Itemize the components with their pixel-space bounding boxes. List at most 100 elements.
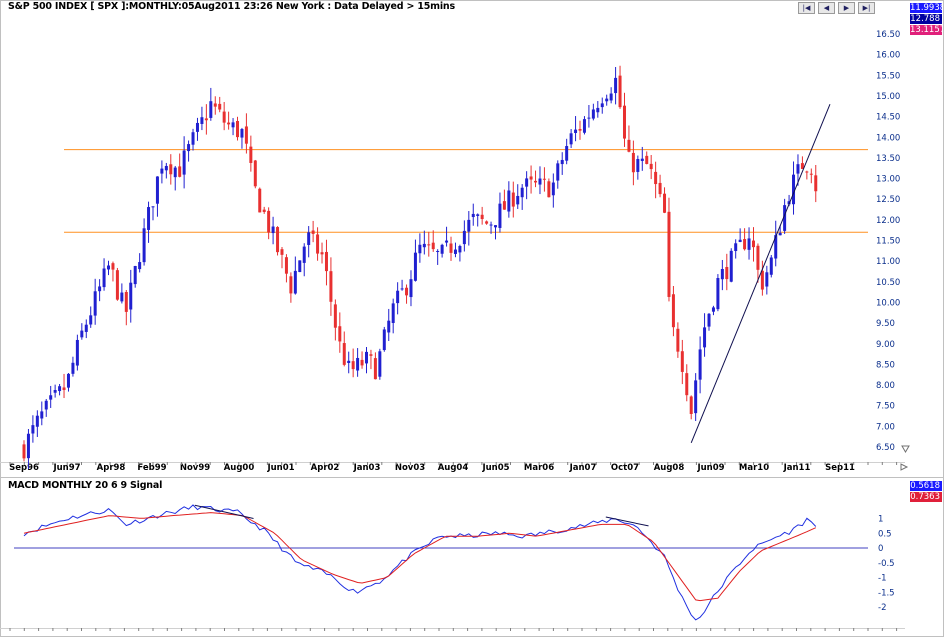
candle-body: [476, 214, 480, 216]
date-tick-label: Oct07: [611, 463, 639, 473]
candle-body: [373, 358, 377, 380]
candle-body: [671, 294, 675, 328]
candle-body: [485, 221, 489, 224]
candle-body: [40, 411, 44, 419]
date-tick-label: Jun01: [266, 463, 294, 473]
candle-body: [614, 77, 618, 94]
candle-body: [436, 250, 440, 252]
price-tick-label: 16.50: [876, 30, 900, 40]
candle-body: [694, 380, 698, 414]
date-tick-label: Jun09: [696, 463, 724, 473]
candle-body: [778, 232, 782, 236]
candle-body: [133, 266, 137, 285]
candle-body: [680, 351, 684, 372]
candle-body: [676, 328, 680, 352]
date-tick-label: Aug04: [438, 463, 469, 473]
candle-body: [316, 234, 320, 254]
candle-body: [204, 118, 208, 121]
candle-body: [307, 232, 311, 245]
candle-body: [520, 187, 524, 198]
candle-body: [62, 387, 66, 390]
candle-body: [351, 361, 355, 370]
macd-tag-0: 0.5618: [910, 481, 942, 491]
candle-body: [805, 171, 809, 173]
candle-body: [458, 246, 462, 253]
nav-next-button[interactable]: ▶: [838, 2, 855, 14]
candle-body: [534, 180, 538, 183]
candle-body: [93, 291, 97, 316]
candle-body: [498, 203, 502, 228]
candle-body: [240, 129, 244, 138]
candle-body: [218, 103, 222, 110]
candle-body: [418, 244, 422, 254]
macd-tick-label: 0: [878, 544, 883, 554]
candle-body: [26, 433, 30, 459]
candle-body: [378, 351, 382, 377]
candle-body: [792, 174, 796, 205]
candle-body: [667, 211, 671, 297]
candle-body: [396, 290, 400, 304]
candle-body: [191, 132, 195, 145]
price-tick-label: 13.00: [876, 175, 900, 185]
candle-body: [115, 270, 119, 300]
price-tick-label: 8.50: [876, 360, 895, 370]
candle-body: [440, 244, 444, 254]
candle-body: [471, 213, 475, 218]
candle-body: [542, 178, 546, 180]
candle-body: [173, 167, 177, 178]
candle-body: [293, 270, 297, 294]
candle-body: [213, 103, 217, 107]
candle-body: [182, 150, 186, 175]
candle-body: [120, 292, 124, 302]
candle-body: [84, 324, 88, 332]
price-tick-label: 6.50: [876, 443, 895, 453]
candle-body: [640, 158, 644, 161]
candle-body: [769, 257, 773, 275]
candle-body: [502, 201, 506, 210]
candle-body: [743, 239, 747, 250]
candle-body: [596, 107, 600, 113]
candle-body: [200, 117, 204, 124]
candle-body: [698, 349, 702, 380]
price-tick-label: 7.00: [876, 422, 895, 432]
macd-tick-label: 0.5: [878, 529, 892, 539]
candle-body: [809, 173, 813, 175]
candle-body: [631, 152, 635, 173]
price-tick-label: 15.00: [876, 92, 900, 102]
nav-prev-button[interactable]: ◀: [818, 2, 835, 14]
price-tick-label: 10.50: [876, 278, 900, 288]
candle-body: [365, 351, 369, 364]
macd-tick-label: -1: [878, 574, 886, 584]
candle-body: [738, 239, 742, 243]
date-tick-label: Mar10: [739, 463, 769, 473]
price-tick-label: 11.50: [876, 237, 900, 247]
candle-body: [711, 307, 715, 312]
candle-body: [796, 164, 800, 174]
candle-body: [565, 146, 569, 161]
candle-body: [663, 193, 667, 213]
candle-body: [622, 105, 626, 139]
candle-body: [729, 250, 733, 282]
price-tag-1: 12.788: [910, 14, 942, 24]
candle-body: [142, 228, 146, 263]
candle-body: [760, 270, 764, 290]
candle-body: [431, 242, 435, 250]
candle-body: [169, 164, 173, 175]
candle-body: [267, 210, 271, 233]
candle-body: [89, 315, 93, 325]
candle-body: [187, 144, 191, 152]
candle-body: [725, 266, 729, 280]
nav-last-button[interactable]: ▶|: [858, 2, 875, 14]
candle-body: [284, 257, 288, 274]
candle-body: [422, 243, 426, 248]
candle-body: [405, 287, 409, 296]
macd-tick-label: -0.5: [878, 559, 895, 569]
candle-body: [151, 206, 155, 208]
candle-body: [75, 339, 79, 366]
candle-body: [258, 188, 262, 213]
nav-first-button[interactable]: |◀: [798, 2, 815, 14]
macd-title: MACD MONTHLY 20 6 9 Signal: [8, 480, 163, 491]
candle-body: [71, 362, 75, 374]
candle-body: [155, 176, 159, 204]
candle-body: [195, 122, 199, 132]
